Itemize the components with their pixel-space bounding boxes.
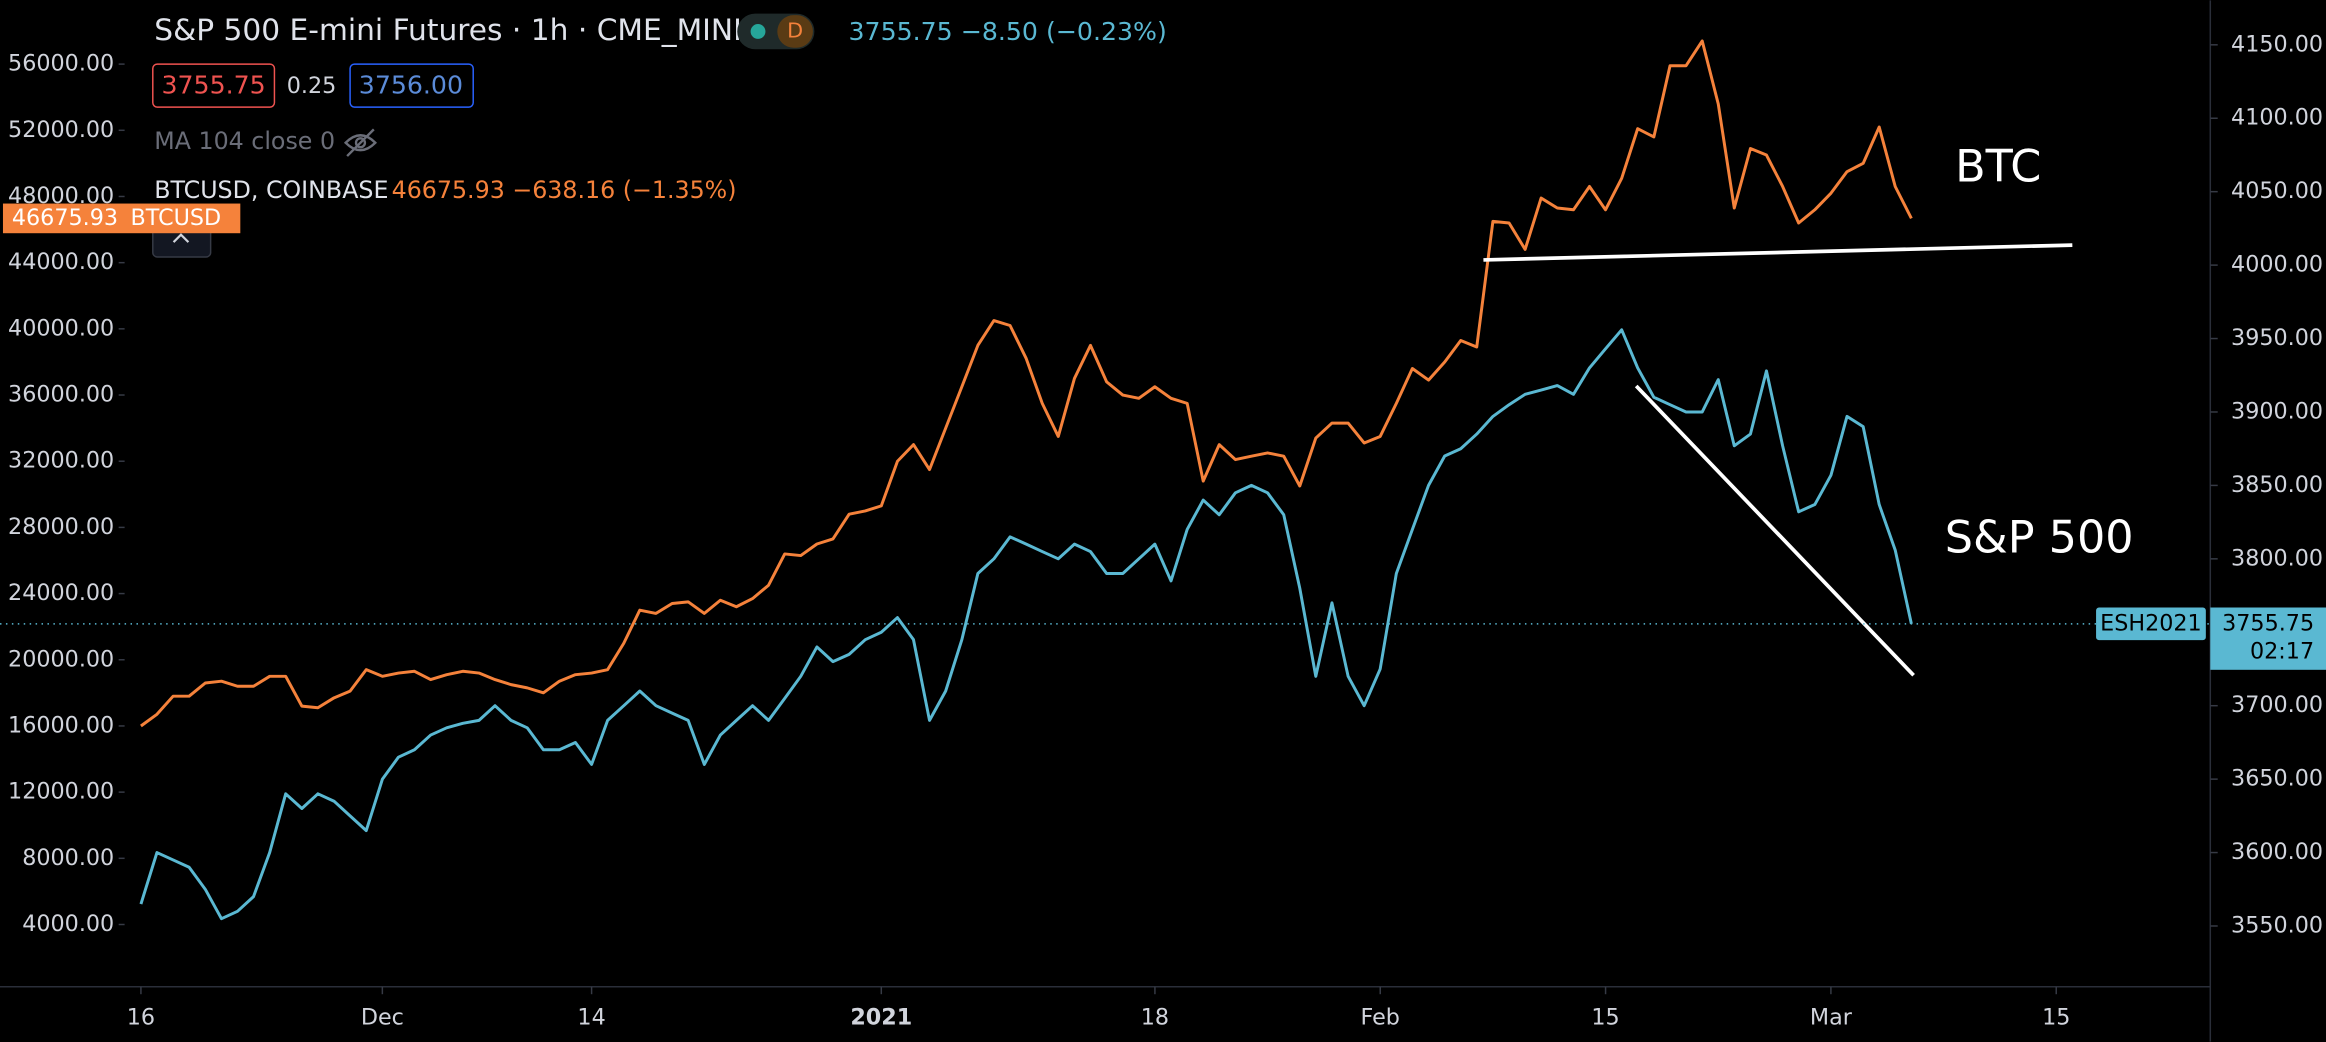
x-tick-label: 15	[2042, 1004, 2070, 1030]
y2-tick-label: 3600.00	[2231, 839, 2323, 865]
tags: ESH2021 3755.75 02:17 46675.93 BTCUSD	[0, 203, 2326, 670]
collapse-icon	[172, 233, 190, 243]
btc-quote: 46675.93 −638.16 (−1.35%)	[392, 176, 737, 204]
y-tick-label: 28000.00	[8, 514, 114, 540]
price-tag-name: BTCUSD	[131, 205, 222, 231]
x-tick-label: 18	[1141, 1004, 1169, 1030]
x-tick-label: Dec	[361, 1004, 404, 1030]
y-tick-label: 40000.00	[8, 315, 114, 341]
hidden-eye-icon[interactable]	[343, 128, 377, 157]
x-tick-label: Mar	[1810, 1004, 1853, 1030]
countdown: 02:17	[2250, 639, 2314, 665]
price-tag: 46675.93	[12, 205, 118, 231]
y-tick-label: 16000.00	[8, 712, 114, 738]
ask-box[interactable]	[349, 63, 474, 108]
y2-tick-label: 3550.00	[2231, 912, 2323, 938]
y2-tick-label: 3950.00	[2231, 325, 2323, 351]
y-tick-label: 32000.00	[8, 448, 114, 474]
y2-tick-label: 4150.00	[2231, 31, 2323, 57]
plot: 4000.00 8000.00 12000.00 16000.00 20000.00 24…	[8, 31, 2323, 1030]
y-tick-label: 36000.00	[8, 382, 114, 408]
chart-title: S&P 500 E-mini Futures · 1h · CME_MINI	[154, 12, 742, 47]
indicator: MA 104 close 0	[154, 127, 335, 155]
annotation: S&P 500	[1945, 512, 2134, 563]
x-tick-label: Feb	[1361, 1004, 1400, 1030]
spread: 0.25	[287, 73, 337, 99]
trend-line	[1634, 384, 1915, 677]
badge-d-bg	[777, 15, 813, 48]
y-tick-label: 24000.00	[8, 580, 114, 606]
y2-tick-label: 3650.00	[2231, 766, 2323, 792]
x-tick-label: 14	[577, 1004, 605, 1030]
bid: 3755.75	[161, 70, 265, 99]
x-tick-label: 16	[127, 1004, 155, 1030]
series-tag: ESH2021	[2100, 610, 2202, 636]
ask: 3756.00	[359, 70, 463, 99]
y-tick-label: 12000.00	[8, 779, 114, 805]
badge: D	[787, 18, 803, 42]
y2-tick-label: 4000.00	[2231, 252, 2323, 278]
series-line	[140, 39, 1913, 728]
y2-tick-label: 3850.00	[2231, 472, 2323, 498]
y2-tick-label: 3900.00	[2231, 398, 2323, 424]
series-line	[139, 328, 1913, 921]
series-tag-bg	[2096, 607, 2206, 641]
x-tick-label: 15	[1591, 1004, 1619, 1030]
y-tick-label: 4000.00	[22, 911, 114, 937]
y2-tick-label: 4050.00	[2231, 178, 2323, 204]
price-tag-bg	[2, 203, 241, 234]
y2-tick-label: 3700.00	[2231, 692, 2323, 718]
status-dot	[750, 24, 766, 39]
y-tick-label: 52000.00	[8, 117, 114, 143]
x-tick-label: 2021	[850, 1004, 912, 1030]
trend-line	[1483, 243, 2073, 262]
annotation: BTC	[1955, 141, 2041, 192]
y2-tick-label: 4100.00	[2231, 105, 2323, 131]
y-tick-label: 44000.00	[8, 249, 114, 275]
price-tag: 3755.75	[2222, 610, 2314, 636]
y-tick-label: 56000.00	[8, 51, 114, 77]
y-tick-label: 20000.00	[8, 646, 114, 672]
y-tick-label: 8000.00	[22, 845, 114, 871]
price-tag-bg	[2210, 607, 2326, 670]
bid-box[interactable]	[152, 63, 276, 108]
y2-tick-label: 3800.00	[2231, 545, 2323, 571]
quote: 3755.75 −8.50 (−0.23%)	[849, 17, 1167, 46]
legend-entry: BTCUSD, COINBASE	[154, 176, 388, 204]
